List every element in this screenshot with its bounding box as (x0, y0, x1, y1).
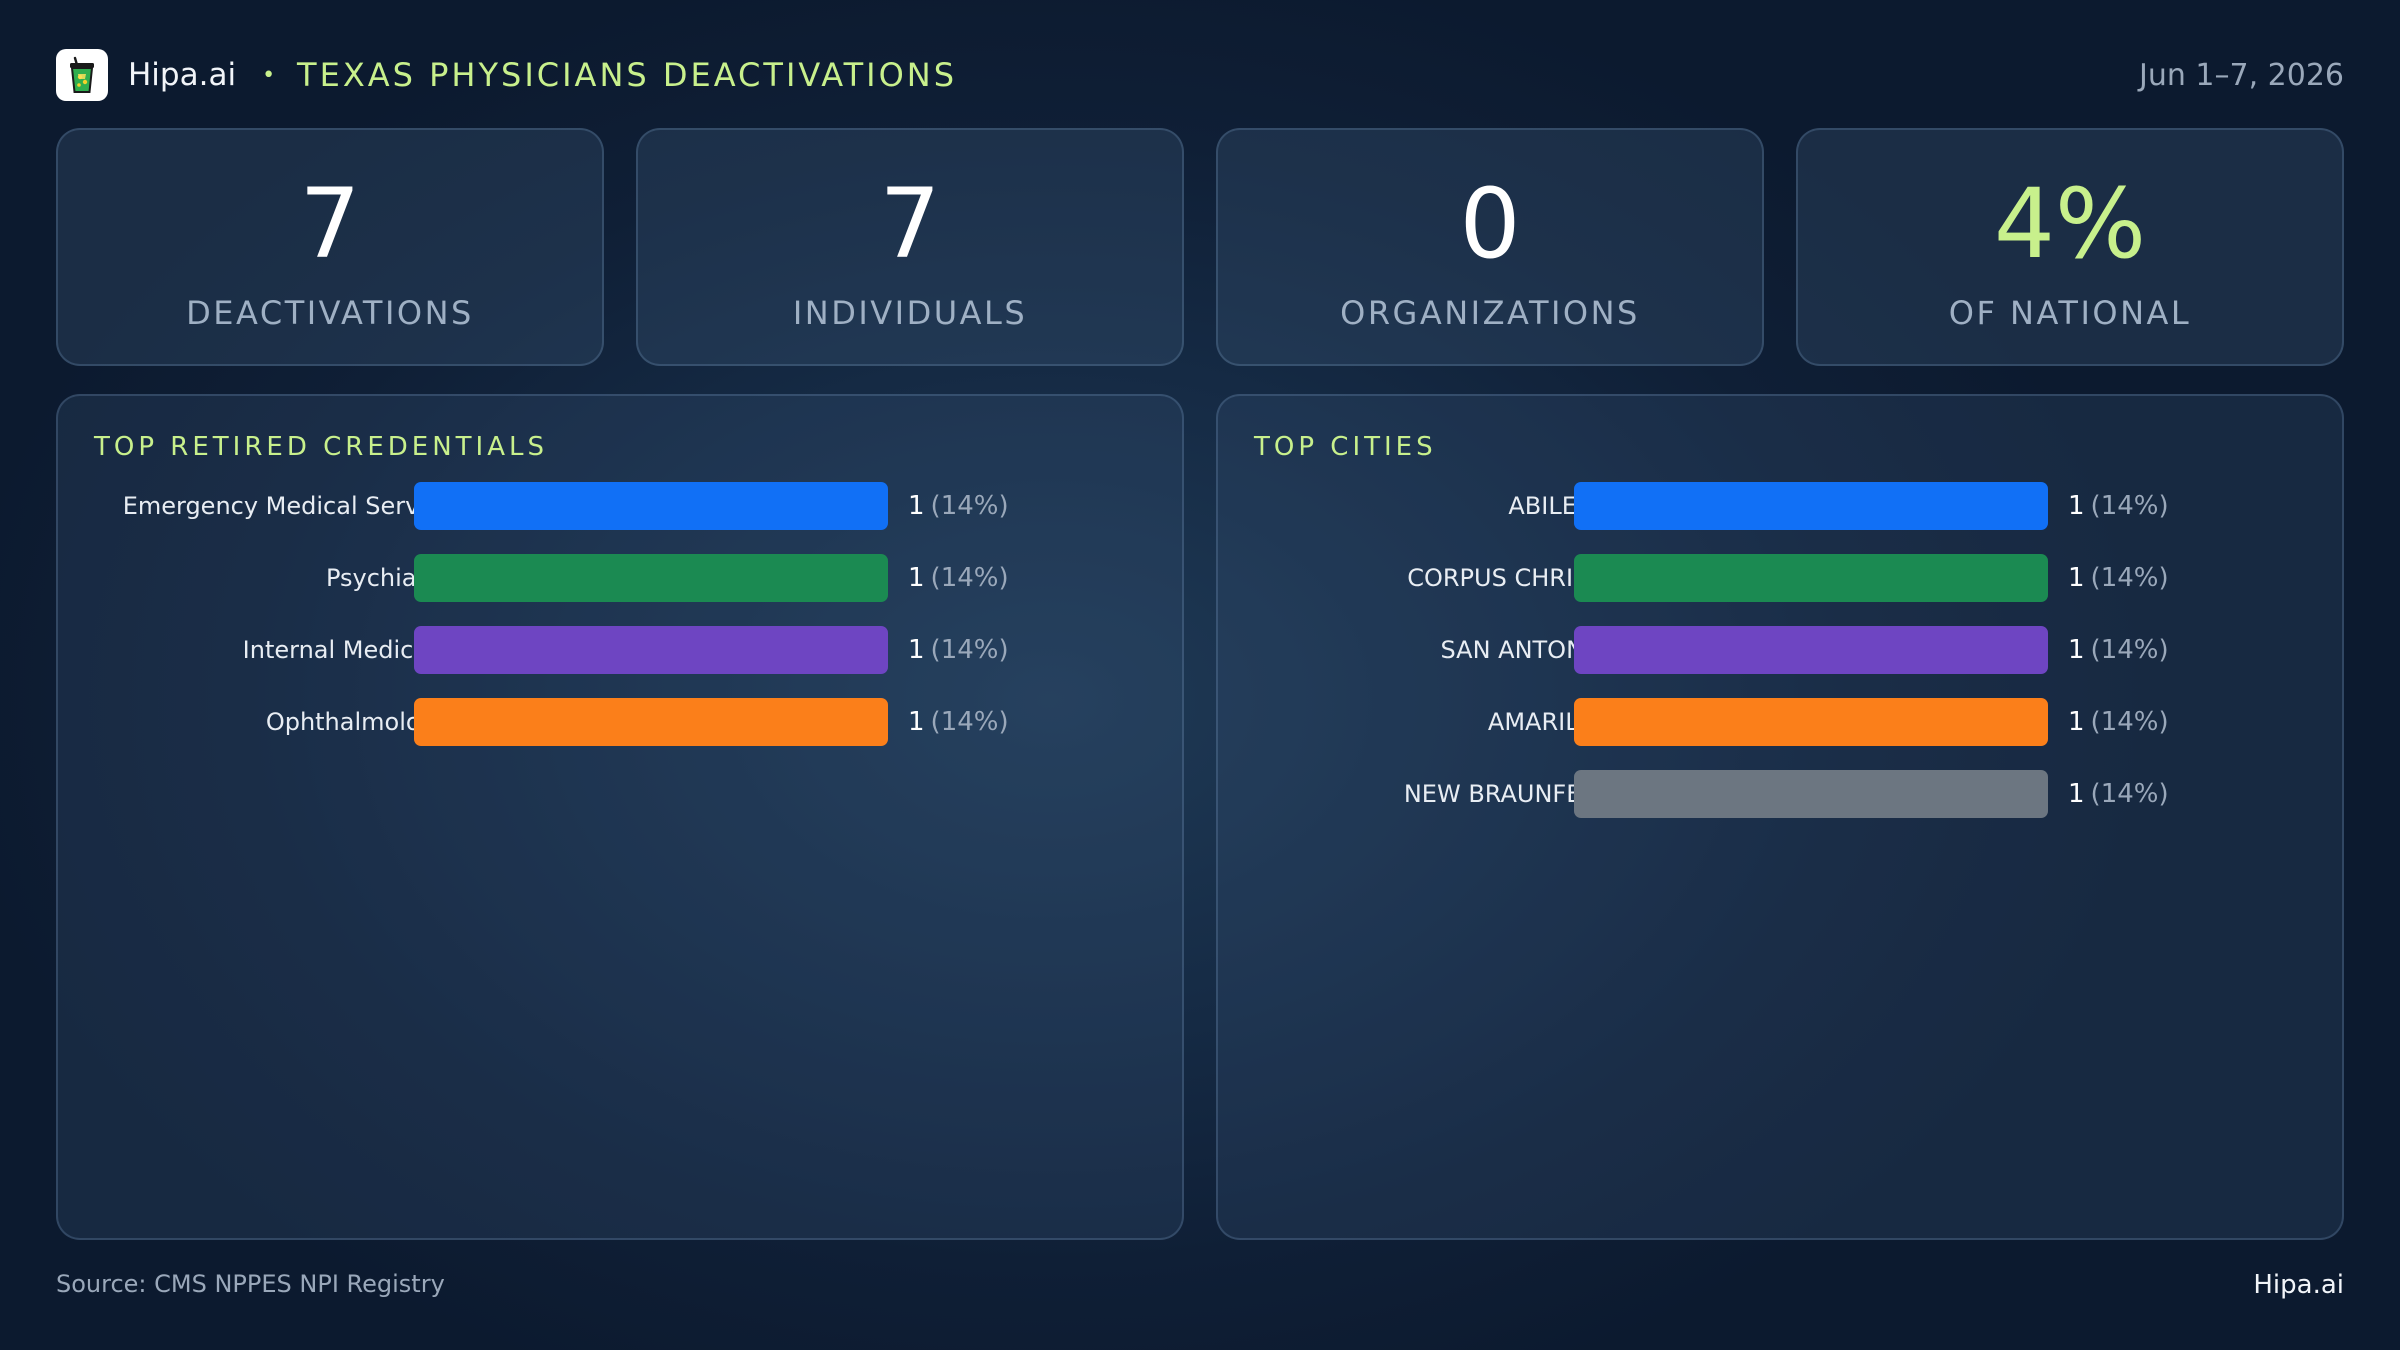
bar-row: Internal Medicine 1 (14%) (58, 626, 1182, 698)
bar-percent: (14%) (2090, 779, 2169, 809)
bar-value-label: 1 (14%) (908, 482, 1009, 530)
bar-percent: (14%) (2090, 707, 2169, 737)
stat-value: 4% (1993, 168, 2147, 280)
bar-count: 1 (2068, 635, 2085, 665)
bar-row: CORPUS CHRISTI 1 (14%) (1218, 554, 2342, 626)
credentials-bar-chart: Emergency Medical Servi… 1 (14%) Psychiatry… (58, 482, 1182, 770)
bar-percent: (14%) (2090, 491, 2169, 521)
bar-percent: (14%) (930, 707, 1009, 737)
category-label: NEW BRAUNFELS (1403, 780, 1610, 808)
bar-row: ABILENE 1 (14%) (1218, 482, 2342, 554)
header: Hipa.ai • TEXAS PHYSICIANS DEACTIVATIONS… (56, 48, 2344, 102)
stat-value: 0 (1459, 168, 1521, 280)
bar-count: 1 (2068, 563, 2085, 593)
bar-value-label: 1 (14%) (2068, 626, 2169, 674)
category-label: Ophthalmology (265, 708, 450, 736)
bar-value-label: 1 (14%) (2068, 554, 2169, 602)
page-title: TEXAS PHYSICIANS DEACTIVATIONS (297, 56, 958, 94)
bar-row: AMARILLO 1 (14%) (1218, 698, 2342, 770)
bar-percent: (14%) (930, 563, 1009, 593)
bar-value-label: 1 (14%) (2068, 482, 2169, 530)
bar (1574, 626, 2048, 674)
stat-label: INDIVIDUALS (792, 294, 1028, 332)
bar-value-label: 1 (14%) (2068, 698, 2169, 746)
stat-card-individuals: 7 INDIVIDUALS (636, 128, 1184, 366)
bar-row: SAN ANTONIO 1 (14%) (1218, 626, 2342, 698)
panel-title: TOP CITIES (1254, 432, 1437, 462)
brand-name: Hipa.ai (128, 57, 237, 93)
category-label: SAN ANTONIO (1440, 636, 1610, 664)
stat-value: 7 (299, 168, 361, 280)
title-separator: • (262, 62, 276, 88)
category-label: Psychiatry (325, 564, 450, 592)
bar-percent: (14%) (2090, 563, 2169, 593)
bar-percent: (14%) (930, 635, 1009, 665)
bar-row: Emergency Medical Servi… 1 (14%) (58, 482, 1182, 554)
bar-count: 1 (2068, 779, 2085, 809)
bar (414, 482, 888, 530)
bar-percent: (14%) (2090, 635, 2169, 665)
bar (1574, 482, 2048, 530)
bar (414, 626, 888, 674)
bar (414, 698, 888, 746)
category-label: ABILENE (1508, 492, 1610, 520)
bar-count: 1 (2068, 707, 2085, 737)
bar (1574, 698, 2048, 746)
bar-row: Ophthalmology 1 (14%) (58, 698, 1182, 770)
stat-label: OF NATIONAL (1948, 294, 2192, 332)
bar-row: Psychiatry 1 (14%) (58, 554, 1182, 626)
stat-card-organizations: 0 ORGANIZATIONS (1216, 128, 1764, 366)
cities-panel: TOP CITIES ABILENE 1 (14%) CORPUS CHRISTI 1(… (1216, 394, 2344, 1240)
bar-value-label: 1 (14%) (908, 626, 1009, 674)
bar-count: 1 (2068, 491, 2085, 521)
credentials-panel: TOP RETIRED CREDENTIALS Emergency Medica… (56, 394, 1184, 1240)
bar (1574, 554, 2048, 602)
bar (414, 554, 888, 602)
stat-value: 7 (879, 168, 941, 280)
bar-value-label: 1 (14%) (2068, 770, 2169, 818)
bar-percent: (14%) (930, 491, 1009, 521)
category-label: AMARILLO (1487, 708, 1610, 736)
bar-count: 1 (908, 491, 925, 521)
panel-title: TOP RETIRED CREDENTIALS (94, 432, 548, 462)
bar-value-label: 1 (14%) (908, 554, 1009, 602)
stat-cards: 7 DEACTIVATIONS 7 INDIVIDUALS 0 ORGANIZA… (56, 128, 2344, 366)
footer-brand: Hipa.ai (2253, 1270, 2344, 1300)
bar-count: 1 (908, 563, 925, 593)
date-range: Jun 1–7, 2026 (2138, 57, 2344, 93)
category-label: Internal Medicine (242, 636, 450, 664)
stat-label: ORGANIZATIONS (1340, 294, 1640, 332)
bar-value-label: 1 (14%) (908, 698, 1009, 746)
stat-card-deactivations: 7 DEACTIVATIONS (56, 128, 604, 366)
cities-bar-chart: ABILENE 1 (14%) CORPUS CHRISTI 1 (14%) SAN ANT… (1218, 482, 2342, 842)
bar-row: NEW BRAUNFELS 1 (14%) (1218, 770, 2342, 842)
category-label: Emergency Medical Servi… (122, 492, 450, 520)
bar-count: 1 (908, 707, 925, 737)
cup-icon (56, 49, 108, 101)
bar-count: 1 (908, 635, 925, 665)
category-label: CORPUS CHRISTI (1407, 564, 1610, 592)
stat-card-national: 4% OF NATIONAL (1796, 128, 2344, 366)
bar (1574, 770, 2048, 818)
source-note: Source: CMS NPPES NPI Registry (56, 1270, 445, 1298)
stat-label: DEACTIVATIONS (186, 294, 474, 332)
